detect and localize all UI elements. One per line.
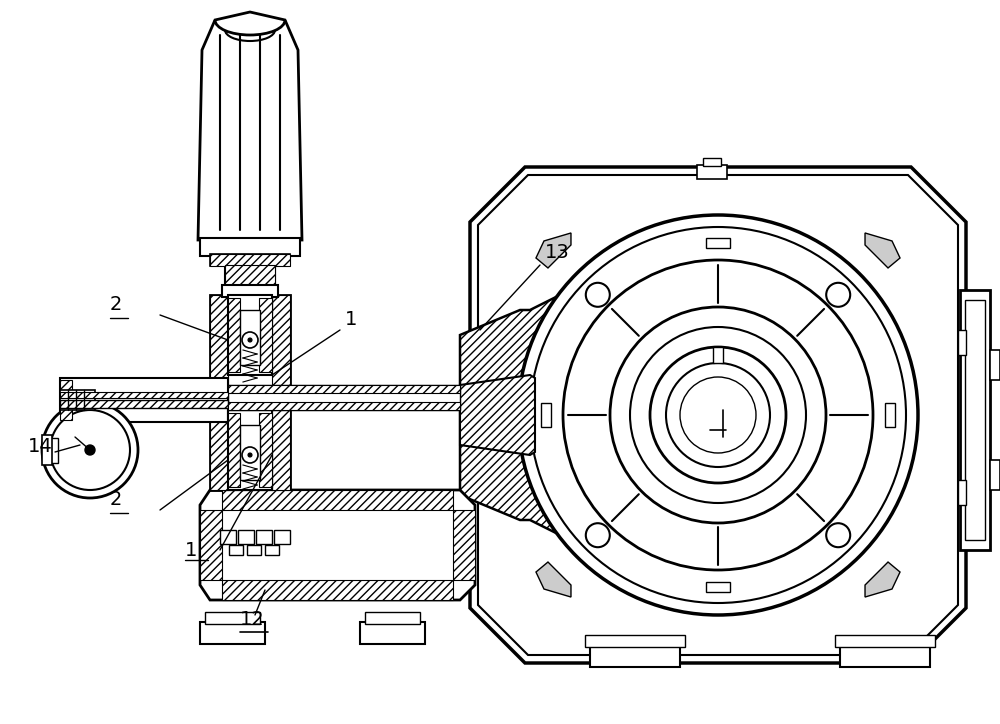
Bar (990, 460, 1000, 490)
Bar (228, 295, 272, 313)
Circle shape (630, 327, 806, 503)
Bar (706, 582, 730, 592)
Polygon shape (460, 295, 560, 535)
Circle shape (50, 410, 130, 490)
Bar (222, 490, 453, 510)
Bar (42, 435, 52, 465)
Bar (228, 410, 272, 490)
Bar (272, 295, 290, 490)
Bar (48, 438, 58, 463)
Bar (210, 295, 290, 490)
Bar (60, 400, 228, 408)
Circle shape (826, 523, 850, 547)
Bar (60, 390, 95, 410)
Bar (210, 295, 228, 490)
Polygon shape (198, 12, 302, 240)
Circle shape (242, 332, 258, 348)
Bar (703, 158, 721, 166)
Bar (228, 298, 240, 372)
Circle shape (530, 227, 906, 603)
Bar (958, 330, 966, 355)
Bar (835, 635, 935, 647)
Circle shape (680, 377, 756, 453)
Polygon shape (865, 562, 900, 597)
Bar (259, 413, 272, 487)
Text: 1: 1 (185, 541, 197, 560)
Bar (240, 425, 260, 480)
Circle shape (248, 338, 252, 342)
Bar (274, 530, 290, 544)
Bar (222, 285, 278, 297)
Bar (210, 254, 290, 266)
Bar (60, 378, 228, 422)
Circle shape (248, 453, 252, 457)
Text: 2: 2 (110, 295, 122, 314)
Circle shape (563, 260, 873, 570)
Circle shape (518, 215, 918, 615)
Circle shape (826, 283, 850, 307)
Bar (222, 580, 453, 600)
Bar (585, 635, 685, 647)
Circle shape (586, 523, 610, 547)
Circle shape (42, 402, 138, 498)
Bar (256, 530, 272, 544)
Bar (229, 545, 243, 555)
Bar (225, 265, 275, 297)
Bar (210, 254, 290, 266)
Bar (360, 622, 425, 644)
Bar (365, 612, 420, 624)
Polygon shape (865, 233, 900, 268)
Bar (228, 385, 460, 393)
Bar (265, 545, 279, 555)
Bar (200, 622, 265, 644)
Bar (885, 403, 895, 427)
Polygon shape (536, 562, 571, 597)
Circle shape (85, 445, 95, 455)
Bar (200, 510, 222, 580)
Bar (228, 402, 460, 410)
Bar (590, 645, 680, 667)
Bar (238, 530, 254, 544)
Bar (220, 530, 236, 544)
Bar (706, 238, 730, 248)
Bar (60, 392, 228, 398)
Polygon shape (200, 490, 475, 600)
Polygon shape (460, 375, 535, 455)
Bar (228, 295, 272, 375)
Bar (990, 350, 1000, 380)
Circle shape (610, 307, 826, 523)
Polygon shape (478, 175, 958, 655)
Circle shape (666, 363, 770, 467)
Text: 1: 1 (345, 310, 357, 329)
Polygon shape (536, 233, 571, 268)
Polygon shape (470, 167, 966, 663)
Circle shape (586, 283, 610, 307)
Bar (965, 300, 985, 540)
Text: 13: 13 (545, 243, 570, 262)
Bar (840, 645, 930, 667)
Bar (453, 510, 475, 580)
Circle shape (242, 447, 258, 463)
Bar (228, 413, 240, 487)
Bar (697, 165, 727, 179)
Bar (259, 298, 272, 372)
Bar (240, 310, 260, 365)
Bar (960, 290, 990, 550)
Text: 2: 2 (110, 490, 122, 509)
Bar (60, 380, 72, 420)
Circle shape (650, 347, 786, 483)
Bar (205, 612, 260, 624)
Bar (713, 347, 723, 363)
Bar (225, 265, 275, 297)
Bar (247, 545, 261, 555)
Bar (200, 238, 300, 256)
Text: 12: 12 (240, 610, 265, 629)
Bar (541, 403, 551, 427)
Text: 14: 14 (28, 437, 53, 456)
Bar (958, 480, 966, 505)
Bar (228, 455, 272, 490)
Bar (228, 385, 460, 410)
